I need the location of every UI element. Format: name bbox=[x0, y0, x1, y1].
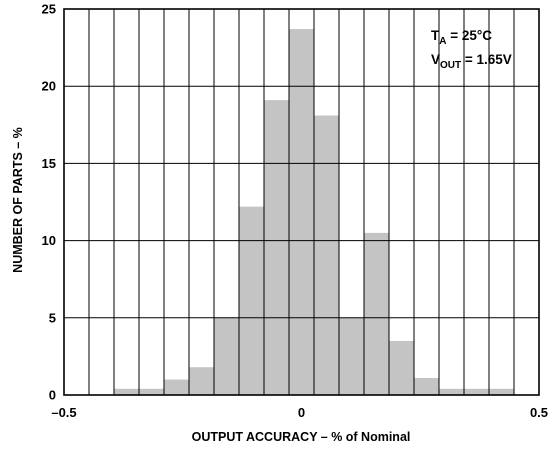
histogram-bar-5 bbox=[238, 206, 264, 395]
x-tick-label: 0 bbox=[298, 405, 305, 420]
histogram-bar-6 bbox=[263, 100, 290, 395]
y-tick-label: 20 bbox=[42, 79, 56, 94]
y-tick-label: 25 bbox=[42, 2, 56, 17]
x-tick-label: 0.5 bbox=[530, 405, 548, 420]
y-axis-title: NUMBER OF PARTS – % bbox=[11, 127, 25, 273]
histogram-bar-0 bbox=[113, 388, 140, 395]
tick-labels: 0 5 10 15 20 25 –0.5 0 0.5 bbox=[42, 2, 549, 421]
histogram-bar-10 bbox=[364, 232, 389, 395]
y-tick-label: 10 bbox=[42, 233, 56, 248]
histogram-bar-13 bbox=[438, 388, 464, 395]
histogram-bar-3 bbox=[188, 367, 215, 395]
histogram-bar-8 bbox=[313, 115, 340, 395]
y-tick-label: 5 bbox=[49, 310, 56, 325]
histogram-bar-2 bbox=[164, 379, 189, 395]
annotation-vout: VOUT = 1.65V bbox=[431, 52, 512, 71]
histogram-bar-7 bbox=[289, 29, 314, 396]
plot-frame bbox=[63, 8, 540, 396]
y-tick-label: 15 bbox=[42, 156, 56, 171]
bars-layer bbox=[113, 29, 514, 396]
histogram-bar-1 bbox=[139, 388, 165, 395]
x-axis-title: OUTPUT ACCURACY – % of Nominal bbox=[192, 430, 411, 444]
grid-layer bbox=[64, 9, 539, 395]
histogram-bar-12 bbox=[414, 378, 439, 395]
histogram-bar-11 bbox=[388, 340, 415, 395]
histogram-bar-4 bbox=[214, 317, 239, 395]
y-tick-label: 0 bbox=[49, 388, 56, 403]
histogram-bar-15 bbox=[489, 388, 514, 395]
x-tick-label: –0.5 bbox=[51, 405, 76, 420]
histogram-bar-9 bbox=[339, 317, 365, 395]
histogram-bar-14 bbox=[463, 388, 490, 395]
annotation-temperature: TA = 25°C bbox=[431, 28, 492, 47]
